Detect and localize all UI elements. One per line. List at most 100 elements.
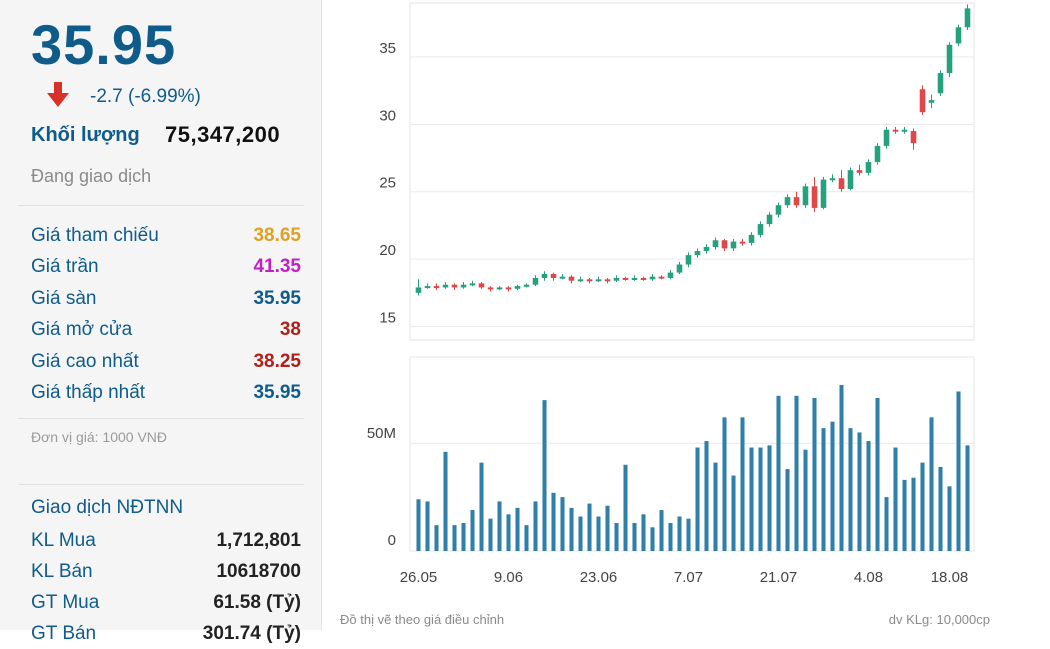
row-label: Giá tham chiếu bbox=[31, 225, 159, 246]
candle-body bbox=[451, 284, 458, 288]
volume-bar bbox=[488, 518, 493, 551]
volume-bar bbox=[821, 428, 826, 551]
price-plot-frame bbox=[409, 2, 975, 341]
row-value: 10618700 bbox=[216, 561, 301, 582]
volume-bar bbox=[911, 477, 916, 551]
candle-body bbox=[559, 276, 566, 279]
x-tick-label: 9.06 bbox=[494, 569, 523, 586]
row-value: 38 bbox=[279, 319, 301, 340]
price-change: -2.7 (-6.99%) bbox=[90, 86, 201, 107]
volume-bar bbox=[758, 447, 763, 551]
candle-body bbox=[568, 276, 575, 281]
x-tick-label: 26.05 bbox=[400, 569, 438, 586]
candle-body bbox=[460, 284, 467, 288]
volume-unit-note: dv KLg: 10,000cp bbox=[888, 612, 990, 627]
candle-body bbox=[721, 240, 728, 249]
candle-body bbox=[649, 276, 656, 280]
candle-body bbox=[784, 197, 791, 206]
volume-bar bbox=[587, 503, 592, 551]
x-tick-label: 18.08 bbox=[931, 569, 969, 586]
price-row-ceiling: Giá trần 41.35 bbox=[31, 256, 301, 282]
price-row-reference: Giá tham chiếu 38.65 bbox=[31, 225, 301, 251]
row-label: GT Bán bbox=[31, 623, 97, 644]
volume-bar bbox=[632, 522, 637, 551]
row-value: 35.95 bbox=[253, 288, 301, 309]
candle-body bbox=[856, 170, 863, 173]
candle-body bbox=[910, 131, 917, 144]
candle-body bbox=[676, 264, 683, 273]
candle-body bbox=[613, 277, 620, 281]
row-label: Giá mở cửa bbox=[31, 319, 133, 340]
candle-body bbox=[469, 283, 476, 286]
foreign-trading-title: Giao dịch NĐTNN bbox=[31, 497, 184, 518]
volume-bar bbox=[479, 462, 484, 551]
candle-body bbox=[442, 284, 449, 288]
volume-label: Khối lượng bbox=[31, 124, 140, 146]
price-tick-label: 30 bbox=[379, 107, 396, 124]
volume-bar bbox=[461, 522, 466, 551]
volume-bar bbox=[749, 447, 754, 551]
volume-bar bbox=[713, 462, 718, 551]
trading-status: Đang giao dịch bbox=[31, 166, 152, 186]
candle-body bbox=[487, 287, 494, 290]
row-label: Giá sàn bbox=[31, 288, 97, 309]
volume-bar bbox=[623, 464, 628, 551]
divider bbox=[18, 484, 304, 485]
volume-bar bbox=[443, 451, 448, 551]
candle-body bbox=[802, 186, 809, 206]
row-label: Giá cao nhất bbox=[31, 351, 139, 372]
volume-bar bbox=[776, 395, 781, 551]
volume-bar bbox=[848, 428, 853, 551]
volume-bar bbox=[767, 445, 772, 551]
chart-footnote: Đồ thị vẽ theo giá điều chỉnh bbox=[340, 612, 505, 627]
volume-bar bbox=[425, 501, 430, 551]
divider bbox=[18, 418, 304, 419]
candle-body bbox=[631, 277, 638, 280]
volume-bar bbox=[830, 421, 835, 551]
volume-bar bbox=[434, 525, 439, 551]
volume-bar bbox=[533, 501, 538, 551]
price-volume-chart[interactable]: 15 20 25 30 35 0 50M 26.05 9.06 23.06 7.07 21.07 4.0… bbox=[330, 0, 1050, 630]
volume-bar bbox=[416, 499, 421, 551]
candle-body bbox=[766, 214, 773, 225]
candle-body bbox=[829, 178, 836, 181]
candle-body bbox=[757, 224, 764, 235]
volume-bar bbox=[569, 507, 574, 551]
volume-bar bbox=[812, 397, 817, 551]
candle-body bbox=[595, 279, 602, 282]
candle-body bbox=[640, 277, 647, 280]
volume-bar bbox=[452, 525, 457, 551]
unit-note: Đơn vị giá: 1000 VNĐ bbox=[31, 429, 168, 445]
price-tick-label: 35 bbox=[379, 40, 396, 57]
candle-body bbox=[658, 276, 665, 279]
volume-bar bbox=[677, 516, 682, 551]
volume-bar bbox=[659, 510, 664, 551]
row-value: 61.58 (Tỷ) bbox=[213, 592, 301, 613]
foreign-row-sell-volume: KL Bán 10618700 bbox=[31, 561, 301, 587]
x-tick-label: 4.08 bbox=[854, 569, 883, 586]
candle-body bbox=[946, 44, 953, 74]
volume-bar bbox=[740, 417, 745, 551]
volume-bar bbox=[857, 432, 862, 551]
current-price: 35.95 bbox=[31, 13, 177, 76]
candle-body bbox=[955, 27, 962, 44]
candle-body bbox=[523, 284, 530, 287]
price-tick-label: 15 bbox=[379, 310, 396, 327]
candle-body bbox=[811, 186, 818, 208]
candle-body bbox=[937, 73, 944, 94]
volume-bar bbox=[875, 397, 880, 551]
volume-bar bbox=[965, 445, 970, 551]
volume-bar bbox=[704, 441, 709, 551]
candle-body bbox=[775, 205, 782, 215]
row-label: GT Mua bbox=[31, 592, 100, 613]
volume-tick-label: 50M bbox=[367, 425, 396, 442]
volume-bar bbox=[839, 385, 844, 551]
volume-bar bbox=[596, 516, 601, 551]
candle-body bbox=[820, 179, 827, 208]
volume-bar bbox=[929, 417, 934, 551]
volume-bar bbox=[893, 447, 898, 551]
price-tick-label: 25 bbox=[379, 175, 396, 192]
candle-body bbox=[964, 8, 971, 28]
row-label: Giá thấp nhất bbox=[31, 382, 146, 403]
candle-body bbox=[532, 277, 539, 285]
